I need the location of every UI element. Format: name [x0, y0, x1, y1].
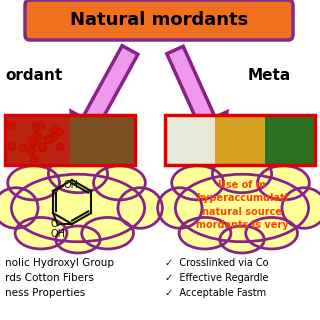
Text: ✓  Crosslinked via Co: ✓ Crosslinked via Co [165, 258, 268, 268]
FancyBboxPatch shape [25, 0, 293, 40]
Circle shape [56, 129, 64, 137]
Ellipse shape [56, 226, 100, 253]
Text: O: O [50, 219, 58, 229]
Circle shape [33, 152, 41, 160]
Text: OH: OH [64, 180, 79, 190]
Circle shape [10, 120, 18, 128]
Text: rds Cotton Fibers: rds Cotton Fibers [5, 273, 94, 283]
FancyBboxPatch shape [215, 115, 265, 165]
Circle shape [5, 142, 13, 150]
Circle shape [29, 146, 37, 154]
Ellipse shape [220, 226, 264, 253]
Circle shape [37, 141, 45, 149]
Ellipse shape [172, 166, 223, 200]
Ellipse shape [246, 218, 298, 249]
Text: ✓  Acceptable Fastm: ✓ Acceptable Fastm [165, 288, 266, 298]
Ellipse shape [48, 155, 108, 193]
Polygon shape [71, 46, 138, 150]
Text: OH: OH [51, 229, 66, 239]
Ellipse shape [282, 188, 320, 228]
Circle shape [16, 148, 24, 156]
FancyBboxPatch shape [165, 115, 215, 165]
Text: Meta: Meta [248, 68, 291, 83]
Ellipse shape [82, 218, 133, 249]
Ellipse shape [12, 174, 145, 242]
Ellipse shape [118, 188, 162, 228]
Circle shape [16, 147, 24, 155]
Circle shape [23, 142, 31, 150]
Circle shape [57, 123, 65, 131]
Ellipse shape [258, 166, 309, 200]
Text: Use of m
hyperaccumulati
natural source
mordants is very: Use of m hyperaccumulati natural source … [196, 180, 288, 230]
Ellipse shape [0, 188, 38, 228]
Text: ordant: ordant [5, 68, 62, 83]
Text: nolic Hydroxyl Group: nolic Hydroxyl Group [5, 258, 114, 268]
Circle shape [8, 149, 16, 157]
Ellipse shape [212, 155, 272, 193]
FancyBboxPatch shape [70, 115, 135, 165]
FancyBboxPatch shape [5, 115, 70, 165]
Text: ✓  Effective Regardle: ✓ Effective Regardle [165, 273, 268, 283]
Circle shape [8, 120, 16, 128]
FancyBboxPatch shape [265, 115, 315, 165]
Text: Natural mordants: Natural mordants [70, 11, 248, 29]
Circle shape [51, 143, 59, 151]
Ellipse shape [15, 218, 67, 249]
Ellipse shape [158, 188, 202, 228]
Circle shape [16, 147, 24, 155]
Ellipse shape [93, 166, 145, 200]
Text: ness Properties: ness Properties [5, 288, 85, 298]
Polygon shape [167, 46, 227, 150]
Circle shape [7, 140, 15, 148]
Ellipse shape [8, 166, 60, 200]
Ellipse shape [175, 174, 308, 242]
Circle shape [7, 149, 15, 157]
Ellipse shape [179, 218, 231, 249]
Circle shape [14, 121, 22, 129]
Circle shape [40, 147, 48, 155]
